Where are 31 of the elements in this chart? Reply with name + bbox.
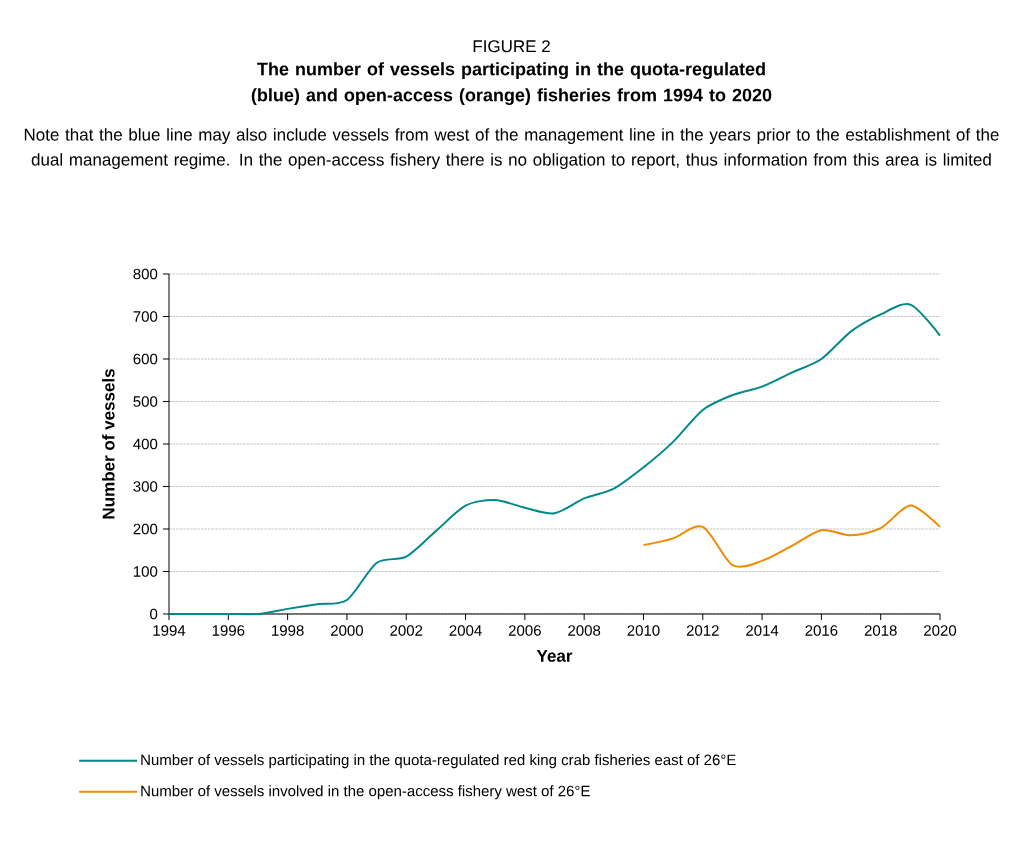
x-tick-label: 2014 xyxy=(746,625,779,636)
x-tick-label: 2020 xyxy=(924,625,957,636)
x-axis-title: Year xyxy=(536,649,573,662)
x-tick-label: 1996 xyxy=(212,625,245,636)
x-tick-label: 2002 xyxy=(390,625,423,636)
chart-subtitle: The number of vessels participating in the quota-regulated (blue) and open-access (orange) fisheries from 1994 to 2020 xyxy=(251,62,772,106)
y-tick-label: 400 xyxy=(133,438,158,450)
x-tick-label: 2016 xyxy=(805,625,838,636)
y-tick-label: 700 xyxy=(133,311,158,322)
y-tick-label: 200 xyxy=(133,523,158,535)
x-tick-label: 2000 xyxy=(331,625,364,636)
y-tick-label: 500 xyxy=(133,396,158,407)
x-tick-label: 2012 xyxy=(686,625,719,636)
x-tick-label: 2018 xyxy=(864,625,897,636)
x-tick-label: 1994 xyxy=(153,625,186,636)
x-tick-label: 2010 xyxy=(627,625,660,636)
y-tick-label: 600 xyxy=(133,353,158,365)
x-tick-label: 2008 xyxy=(568,625,601,636)
y-tick-label: 800 xyxy=(133,268,158,280)
y-axis-title: Number of vessels xyxy=(102,369,115,519)
chart-title: FIGURE 2 xyxy=(473,40,550,53)
y-tick-label: 0 xyxy=(150,608,158,620)
x-tick-label: 2006 xyxy=(508,625,541,636)
legend-label: Number of vessels participating in the quota-regulated red king crab fisheries east of 26°E xyxy=(141,754,736,769)
line-series xyxy=(642,504,942,568)
y-tick-label: 100 xyxy=(133,566,158,577)
legend-label: Number of vessels involved in the open-access fishery west of 26°E xyxy=(141,785,590,800)
text: Note that the blue line may also include vessels from west of the management line in the years prior to the establishment of the dual management regime. In the open-access fishery there is no obligation to report, thus information from this area is limited xyxy=(24,128,999,170)
x-tick-label: 1998 xyxy=(272,625,304,636)
x-tick-label: 2004 xyxy=(449,625,482,636)
y-tick-label: 300 xyxy=(133,481,158,492)
